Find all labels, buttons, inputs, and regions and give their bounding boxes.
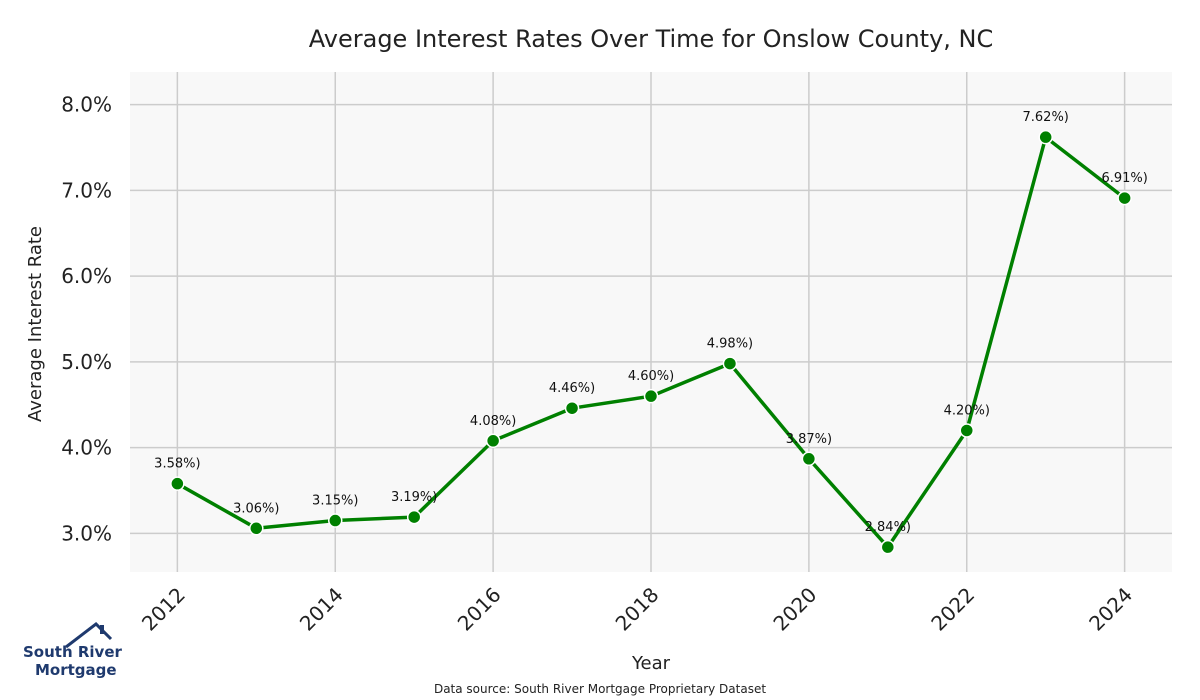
house-roof-icon <box>65 622 113 649</box>
chart-title: Average Interest Rates Over Time for Ons… <box>309 25 993 53</box>
y-tick-label: 8.0% <box>61 93 112 117</box>
x-tick-label: 2016 <box>453 583 506 636</box>
data-label: 7.62%) <box>1023 110 1069 125</box>
data-label: 4.08%) <box>470 414 516 429</box>
data-point <box>959 423 975 438</box>
data-label: 4.60%) <box>628 369 674 384</box>
y-axis-label: Average Interest Rate <box>25 226 46 422</box>
data-label: 2.84%) <box>865 520 911 535</box>
data-point <box>1117 190 1132 206</box>
data-point <box>327 513 343 528</box>
logo-text-line1: South River <box>23 643 123 661</box>
data-point <box>485 433 501 449</box>
y-tick-label: 7.0% <box>61 178 112 202</box>
x-tick-label: 2018 <box>611 583 664 636</box>
y-tick-label: 3.0% <box>61 521 112 545</box>
x-tick-label: 2012 <box>137 583 190 636</box>
data-label: 6.91%) <box>1101 171 1147 186</box>
data-point <box>643 388 659 404</box>
x-tick-label: 2022 <box>926 583 979 636</box>
data-point <box>564 400 580 416</box>
y-tick-label: 4.0% <box>61 436 112 460</box>
x-tick-label: 2020 <box>768 583 821 636</box>
logo-text-line2: Mortgage <box>35 661 117 679</box>
data-label: 4.98%) <box>707 337 753 352</box>
data-point <box>249 521 264 536</box>
data-label: 3.06%) <box>233 501 279 516</box>
data-label: 4.46%) <box>549 381 595 396</box>
data-point <box>801 451 817 467</box>
x-tick-label: 2014 <box>295 583 348 636</box>
data-label: 3.87%) <box>786 432 832 447</box>
series-rate <box>170 129 1132 555</box>
data-label: 3.19%) <box>391 490 437 505</box>
data-point <box>722 356 738 371</box>
data-point <box>880 539 896 555</box>
x-tick-labels: 2012 2014 2016 2018 2020 2022 2024 <box>137 583 1137 636</box>
x-axis-label: Year <box>631 653 671 674</box>
data-source-note: Data source: South River Mortgage Propri… <box>434 682 766 696</box>
data-label: 4.20%) <box>944 403 990 418</box>
south-river-mortgage-logo: South River Mortgage <box>23 622 123 679</box>
data-labels: 3.58%) 3.06%) 3.15%) 3.19%) 4.08%) 4.46%) 4.60… <box>154 110 1148 535</box>
data-label: 3.58%) <box>154 457 200 472</box>
chimney-icon <box>100 625 104 634</box>
data-point <box>406 509 422 525</box>
data-point <box>170 476 185 491</box>
data-label: 3.15%) <box>312 494 358 509</box>
x-tick-label: 2024 <box>1084 583 1137 636</box>
y-tick-label: 6.0% <box>61 264 112 288</box>
data-point <box>1038 129 1053 145</box>
y-tick-label: 5.0% <box>61 350 112 374</box>
y-tick-labels: 3.0% 4.0% 5.0% 6.0% 7.0% 8.0% <box>61 93 112 546</box>
